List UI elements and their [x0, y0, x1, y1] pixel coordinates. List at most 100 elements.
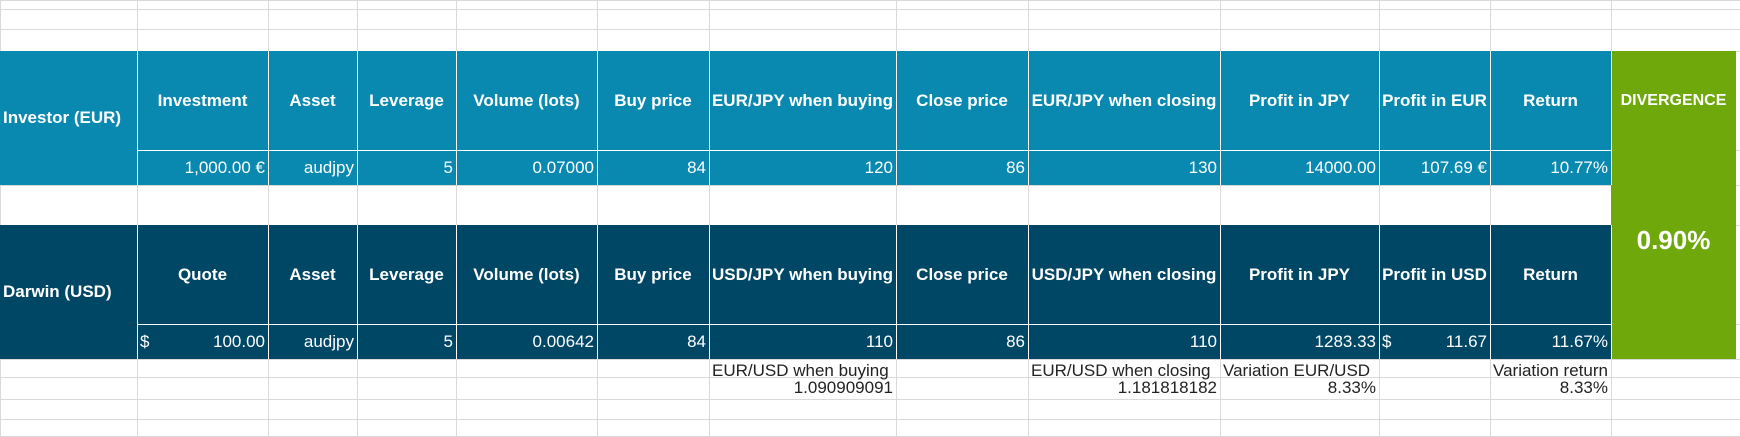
investor-header-leverage[interactable]: Leverage	[357, 51, 456, 150]
investor-header-fx-closing-text: EUR/JPY when closing	[1031, 90, 1217, 110]
darwin-currency-symbol[interactable]: $	[1379, 324, 1409, 359]
investor-value-buy-price-text: 84	[687, 157, 706, 177]
darwin-row-label[interactable]: Darwin (USD)	[0, 225, 137, 359]
investor-header-close-price[interactable]: Close price	[896, 51, 1028, 150]
divergence-label-text: DIVERGENCE	[1620, 91, 1727, 109]
variation-eurusd-value-text: 8.33%	[1327, 378, 1376, 397]
investor-value-volume-text: 0.07000	[532, 157, 594, 177]
cell-border	[1379, 225, 1380, 359]
eurusd-close-label[interactable]: EUR/USD when closing	[1028, 359, 1220, 383]
investor-value-return-text: 10.77%	[1550, 157, 1608, 177]
investor-header-fx-buying-text: EUR/JPY when buying	[711, 90, 894, 110]
darwin-value-leverage[interactable]: 5	[357, 324, 456, 359]
eurusd-buy-label[interactable]: EUR/USD when buying	[709, 359, 896, 383]
cell-border	[1611, 225, 1612, 359]
darwin-header-profit-jpy[interactable]: Profit in JPY	[1220, 225, 1379, 324]
investor-value-fx-closing[interactable]: 130	[1028, 150, 1220, 185]
darwin-header-profit-ccy[interactable]: Profit in USD	[1379, 225, 1490, 324]
eurusd-buy-value[interactable]: 1.090909091	[709, 377, 896, 399]
darwin-header-close-price[interactable]: Close price	[896, 225, 1028, 324]
variation-eurusd-label[interactable]: Variation EUR/USD	[1220, 359, 1379, 383]
variation-return-label-text: Variation return	[1493, 361, 1608, 380]
investor-header-return[interactable]: Return	[1490, 51, 1611, 150]
cell-border	[137, 324, 1611, 325]
investor-header-profit-jpy[interactable]: Profit in JPY	[1220, 51, 1379, 150]
cell-border	[1490, 225, 1491, 359]
variation-return-value[interactable]: 8.33%	[1490, 377, 1611, 399]
gridline-vertical	[1220, 0, 1221, 436]
darwin-header-fx-buying[interactable]: USD/JPY when buying	[709, 225, 896, 324]
darwin-value-investment[interactable]: 100.00	[137, 324, 268, 359]
cell-border	[456, 51, 457, 185]
darwin-header-fx-closing[interactable]: USD/JPY when closing	[1028, 225, 1220, 324]
darwin-value-volume[interactable]: 0.00642	[456, 324, 597, 359]
investor-value-close-price[interactable]: 86	[896, 150, 1028, 185]
darwin-value-fx-buying[interactable]: 110	[709, 324, 896, 359]
investor-row-label[interactable]: Investor (EUR)	[0, 51, 137, 185]
investor-header-buy-price[interactable]: Buy price	[597, 51, 709, 150]
darwin-value-asset[interactable]: audjpy	[268, 324, 357, 359]
investor-header-investment[interactable]: Investment	[137, 51, 268, 150]
darwin-value-fx-closing[interactable]: 110	[1028, 324, 1220, 359]
darwin-header-buy-price-text: Buy price	[614, 264, 692, 284]
cell-border	[137, 51, 138, 185]
investor-header-investment-text: Investment	[157, 90, 248, 110]
darwin-value-return[interactable]: 11.67%	[1490, 324, 1611, 359]
variation-eurusd-value[interactable]: 8.33%	[1220, 377, 1379, 399]
divergence-label[interactable]: DIVERGENCE	[1611, 51, 1736, 150]
darwin-value-profit-jpy[interactable]: 1283.33	[1220, 324, 1379, 359]
darwin-header-buy-price[interactable]: Buy price	[597, 225, 709, 324]
eurusd-buy-value-text: 1.090909091	[793, 378, 893, 397]
investor-header-asset[interactable]: Asset	[268, 51, 357, 150]
cell-border	[268, 225, 269, 359]
darwin-header-investment-text: Quote	[177, 264, 228, 284]
darwin-header-investment[interactable]: Quote	[137, 225, 268, 324]
investor-value-profit-ccy[interactable]: 107.69 €	[1379, 150, 1490, 185]
cell-border	[709, 225, 710, 359]
eurusd-close-value[interactable]: 1.181818182	[1028, 377, 1220, 399]
investor-value-buy-price[interactable]: 84	[597, 150, 709, 185]
investor-header-profit-ccy[interactable]: Profit in EUR	[1379, 51, 1490, 150]
divergence-block-bg	[1611, 51, 1736, 359]
cell-border	[456, 225, 457, 359]
investor-value-leverage[interactable]: 5	[357, 150, 456, 185]
darwin-header-return[interactable]: Return	[1490, 225, 1611, 324]
darwin-header-volume[interactable]: Volume (lots)	[456, 225, 597, 324]
cell-border	[597, 225, 598, 359]
gridline-horizontal	[0, 377, 1740, 378]
investor-value-investment-text: 1,000.00 €	[184, 157, 265, 177]
investor-header-fx-buying[interactable]: EUR/JPY when buying	[709, 51, 896, 150]
investor-header-fx-closing[interactable]: EUR/JPY when closing	[1028, 51, 1220, 150]
darwin-header-fx-buying-text: USD/JPY when buying	[711, 264, 894, 284]
investor-value-volume[interactable]: 0.07000	[456, 150, 597, 185]
cell-border	[357, 225, 358, 359]
divergence-value[interactable]: 0.90%	[1611, 190, 1736, 290]
investor-value-asset[interactable]: audjpy	[268, 150, 357, 185]
investor-value-profit-jpy-text: 14000.00	[1305, 157, 1376, 177]
investor-header-volume[interactable]: Volume (lots)	[456, 51, 597, 150]
darwin-header-leverage-text: Leverage	[369, 264, 444, 284]
cell-border	[137, 150, 1611, 151]
darwin-header-volume-text: Volume (lots)	[473, 264, 580, 284]
investor-header-profit-ccy-text: Profit in EUR	[1382, 90, 1487, 110]
cell-border	[1028, 225, 1029, 359]
investor-value-fx-closing-text: 130	[1188, 157, 1217, 177]
variation-return-label[interactable]: Variation return	[1490, 359, 1631, 383]
darwin-value-close-price[interactable]: 86	[896, 324, 1028, 359]
darwin-header-fx-closing-text: USD/JPY when closing	[1031, 264, 1217, 284]
gridline-vertical	[456, 0, 457, 436]
gridline-vertical	[709, 0, 710, 436]
darwin-currency-symbol[interactable]: $	[137, 324, 167, 359]
darwin-value-buy-price[interactable]: 84	[597, 324, 709, 359]
investor-value-return[interactable]: 10.77%	[1490, 150, 1611, 185]
darwin-header-asset[interactable]: Asset	[268, 225, 357, 324]
investor-value-profit-jpy[interactable]: 14000.00	[1220, 150, 1379, 185]
investor-value-investment[interactable]: 1,000.00 €	[137, 150, 268, 185]
investor-value-fx-buying[interactable]: 120	[709, 150, 896, 185]
gridline-vertical	[268, 0, 269, 436]
gridline-horizontal	[0, 399, 1740, 400]
darwin-value-investment-text: 100.00	[213, 331, 265, 351]
darwin-header-leverage[interactable]: Leverage	[357, 225, 456, 324]
darwin-value-profit-ccy[interactable]: 11.67	[1379, 324, 1490, 359]
